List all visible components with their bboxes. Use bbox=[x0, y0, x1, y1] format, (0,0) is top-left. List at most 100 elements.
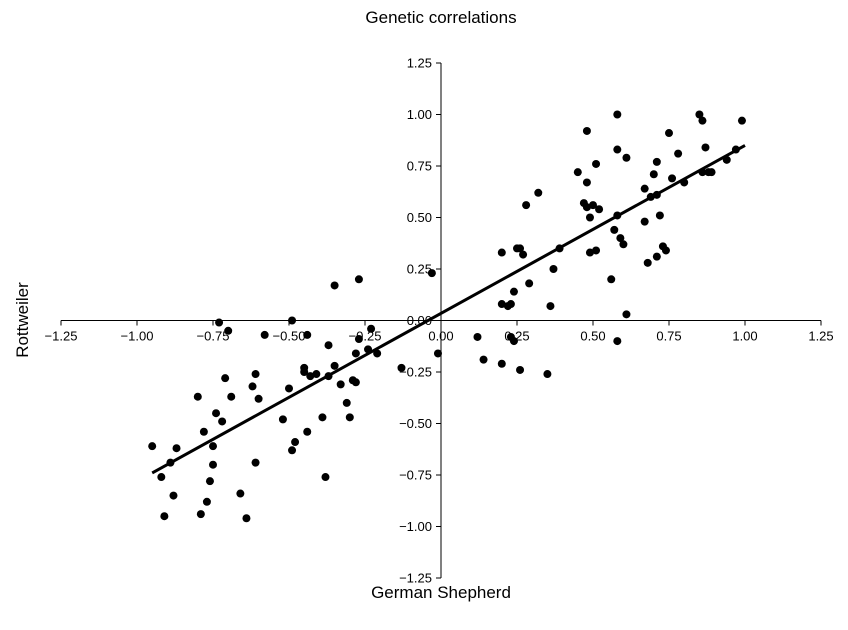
y-axis-ticks: 1.25 1.00 0.75 0.50 0.25 0.00 −0.25 −0.50 −0.75 −… bbox=[399, 56, 441, 586]
data-point bbox=[506, 300, 515, 309]
data-point bbox=[312, 370, 321, 379]
data-point bbox=[330, 361, 339, 370]
data-point bbox=[613, 145, 622, 154]
x-tick-label: 0.75 bbox=[656, 329, 681, 344]
data-point bbox=[221, 374, 230, 383]
data-point bbox=[288, 316, 297, 325]
x-tick-label: −0.75 bbox=[197, 329, 230, 344]
data-point bbox=[473, 332, 482, 341]
data-point bbox=[260, 330, 269, 339]
data-point bbox=[640, 184, 649, 193]
data-point bbox=[607, 275, 616, 284]
y-tick-label: −0.25 bbox=[399, 365, 432, 380]
data-point bbox=[433, 349, 442, 358]
data-point bbox=[196, 510, 205, 519]
data-point bbox=[330, 281, 339, 290]
data-point bbox=[622, 153, 631, 162]
data-point bbox=[303, 427, 312, 436]
y-tick-label: −1.25 bbox=[399, 571, 432, 586]
y-tick-label: 0.00 bbox=[407, 313, 432, 328]
data-point bbox=[509, 337, 518, 346]
data-point bbox=[354, 335, 363, 344]
data-point bbox=[160, 512, 169, 521]
data-point bbox=[209, 442, 217, 451]
data-point bbox=[169, 491, 178, 500]
data-point bbox=[652, 157, 661, 166]
data-point bbox=[172, 444, 181, 453]
data-point bbox=[497, 300, 506, 309]
data-point bbox=[242, 514, 251, 523]
y-tick-label: 0.75 bbox=[407, 159, 432, 174]
data-point bbox=[212, 409, 221, 418]
data-point bbox=[479, 355, 488, 364]
data-point bbox=[522, 201, 531, 210]
data-point bbox=[668, 174, 677, 183]
data-point bbox=[701, 143, 710, 152]
data-point bbox=[193, 392, 202, 401]
x-tick-label: −0.25 bbox=[349, 329, 382, 344]
chart-title: Genetic correlations bbox=[365, 8, 516, 27]
data-point bbox=[543, 370, 552, 379]
x-tick-label: −1.25 bbox=[45, 329, 78, 344]
data-point bbox=[652, 252, 661, 261]
data-point bbox=[509, 287, 518, 296]
data-point bbox=[613, 110, 622, 119]
y-tick-label: 1.25 bbox=[407, 56, 432, 71]
data-point bbox=[351, 378, 360, 387]
data-point bbox=[582, 126, 591, 135]
data-point bbox=[199, 427, 208, 436]
data-point bbox=[582, 203, 591, 212]
data-point bbox=[661, 246, 670, 255]
data-point bbox=[497, 359, 506, 368]
data-point bbox=[546, 302, 555, 311]
y-tick-label: −1.00 bbox=[399, 519, 432, 534]
data-point bbox=[573, 168, 582, 177]
data-points bbox=[148, 110, 746, 523]
data-point bbox=[707, 168, 716, 177]
data-point bbox=[202, 497, 211, 506]
data-point bbox=[148, 442, 157, 451]
x-tick-label: 0.00 bbox=[428, 329, 453, 344]
data-point bbox=[655, 211, 664, 220]
data-point bbox=[427, 269, 436, 278]
data-point bbox=[649, 170, 658, 179]
data-point bbox=[595, 205, 604, 214]
data-point bbox=[351, 349, 360, 358]
y-axis-title: Rottweiler bbox=[13, 282, 32, 358]
data-point bbox=[592, 159, 601, 168]
data-point bbox=[737, 116, 746, 125]
data-point bbox=[227, 392, 236, 401]
data-point bbox=[519, 250, 528, 259]
trendline bbox=[151, 144, 746, 475]
data-point bbox=[619, 240, 628, 249]
data-point bbox=[640, 217, 649, 226]
data-point bbox=[300, 368, 309, 376]
data-point bbox=[306, 372, 315, 381]
data-point bbox=[582, 178, 591, 187]
data-point bbox=[278, 415, 287, 424]
x-tick-label: 1.25 bbox=[808, 329, 833, 344]
data-point bbox=[695, 110, 704, 119]
y-tick-label: 0.25 bbox=[407, 262, 432, 277]
data-point bbox=[613, 337, 622, 346]
data-point bbox=[324, 341, 333, 350]
data-point bbox=[291, 438, 300, 447]
data-point bbox=[345, 413, 354, 422]
data-point bbox=[209, 460, 217, 469]
x-tick-label: 0.50 bbox=[580, 329, 605, 344]
data-point bbox=[622, 310, 631, 319]
x-tick-label: −0.50 bbox=[273, 329, 306, 344]
x-axis-ticks: −1.25 −1.00 −0.75 −0.50 −0.25 0.00 0.25 0.50 0.7… bbox=[45, 320, 834, 344]
trendline-group bbox=[151, 144, 746, 475]
data-point bbox=[218, 417, 227, 426]
data-point bbox=[585, 213, 594, 222]
y-tick-label: −0.50 bbox=[399, 416, 432, 431]
data-point bbox=[318, 413, 327, 422]
data-point bbox=[248, 382, 257, 391]
data-point bbox=[224, 326, 233, 335]
data-point bbox=[367, 324, 376, 333]
data-point bbox=[525, 279, 534, 288]
data-point bbox=[288, 446, 297, 455]
data-point bbox=[592, 246, 601, 255]
